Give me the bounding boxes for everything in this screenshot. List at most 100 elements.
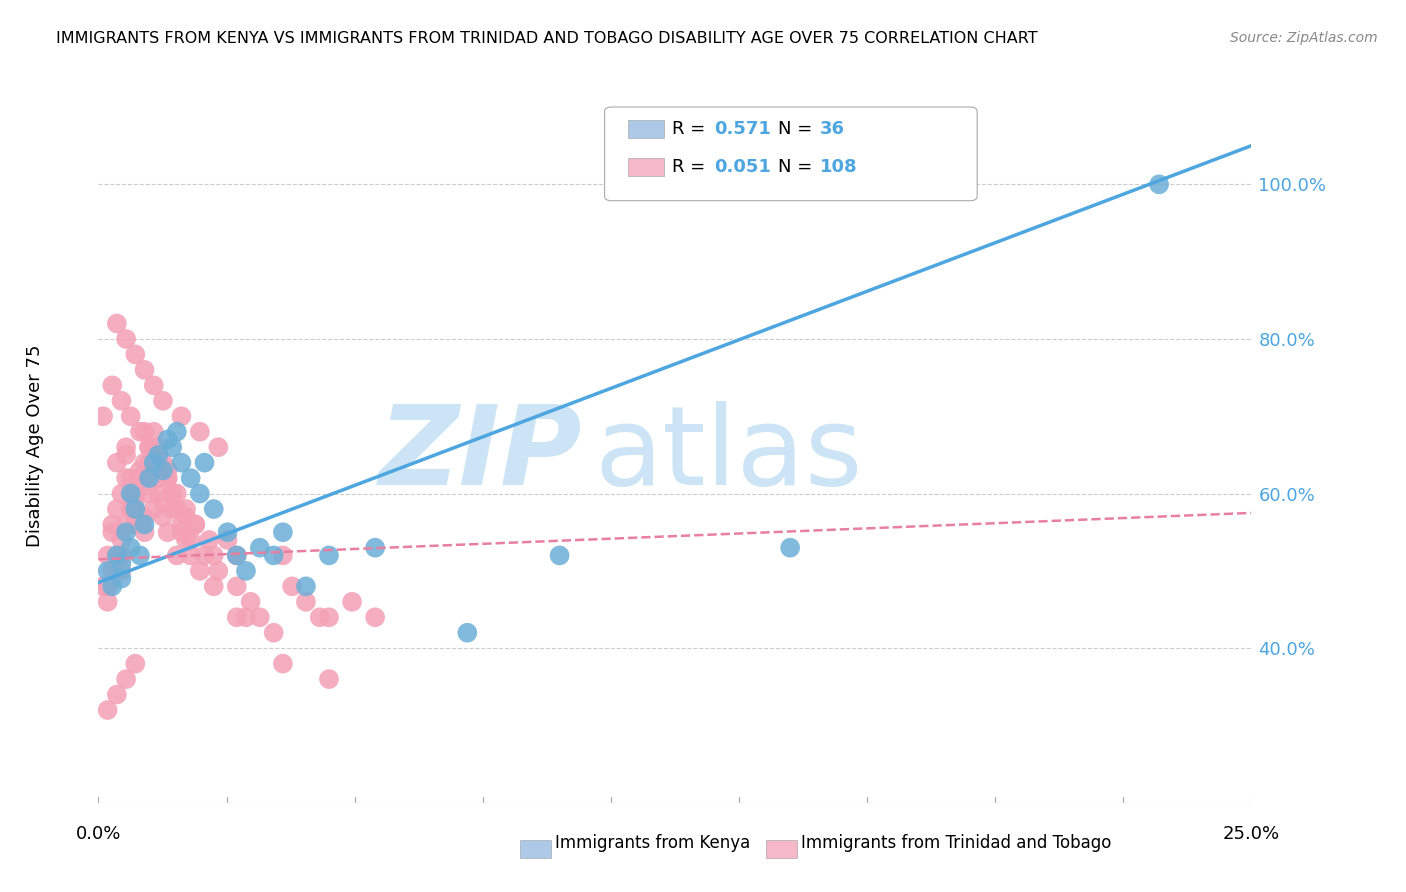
Point xyxy=(101,517,124,532)
Point xyxy=(115,672,138,686)
Point xyxy=(180,533,202,547)
Point xyxy=(142,448,165,462)
Point xyxy=(138,456,160,470)
Point xyxy=(110,556,132,570)
Point xyxy=(779,541,801,555)
Point xyxy=(120,502,142,516)
Point xyxy=(156,525,179,540)
Point xyxy=(97,564,120,578)
Point xyxy=(97,703,120,717)
Point xyxy=(97,595,120,609)
Point xyxy=(110,486,132,500)
Point xyxy=(166,486,188,500)
Point xyxy=(124,502,146,516)
Point xyxy=(217,525,239,540)
Point xyxy=(134,525,156,540)
Point xyxy=(97,549,120,563)
Point xyxy=(148,486,170,500)
Point xyxy=(120,541,142,555)
Point xyxy=(105,688,128,702)
Point xyxy=(142,502,165,516)
Point xyxy=(202,549,225,563)
Point xyxy=(456,625,478,640)
Point xyxy=(105,317,128,331)
Text: 108: 108 xyxy=(820,158,858,176)
Point xyxy=(101,525,124,540)
Text: 36: 36 xyxy=(820,120,845,138)
Text: Immigrants from Trinidad and Tobago: Immigrants from Trinidad and Tobago xyxy=(801,834,1112,852)
Point xyxy=(129,479,152,493)
Point xyxy=(156,471,179,485)
Point xyxy=(124,347,146,361)
Point xyxy=(340,595,363,609)
Point xyxy=(160,440,183,454)
Point xyxy=(115,440,138,454)
Text: Disability Age Over 75: Disability Age Over 75 xyxy=(27,344,44,548)
Point xyxy=(318,549,340,563)
Point xyxy=(97,579,120,593)
Point xyxy=(271,549,294,563)
Point xyxy=(202,579,225,593)
Point xyxy=(160,486,183,500)
Point xyxy=(184,517,207,532)
Point xyxy=(198,533,221,547)
Point xyxy=(134,517,156,532)
Point xyxy=(152,456,174,470)
Point xyxy=(115,448,138,462)
Point xyxy=(193,456,215,470)
Text: 0.0%: 0.0% xyxy=(76,825,121,843)
Point xyxy=(142,425,165,439)
Point xyxy=(138,486,160,500)
Text: Source: ZipAtlas.com: Source: ZipAtlas.com xyxy=(1230,31,1378,45)
Point xyxy=(91,579,114,593)
Point xyxy=(115,525,138,540)
Point xyxy=(152,509,174,524)
Point xyxy=(110,549,132,563)
Point xyxy=(120,409,142,424)
Point xyxy=(160,502,183,516)
Point xyxy=(120,486,142,500)
Point xyxy=(249,541,271,555)
Point xyxy=(138,440,160,454)
Text: N =: N = xyxy=(778,158,817,176)
Point xyxy=(105,549,128,563)
Point xyxy=(129,549,152,563)
Point xyxy=(101,579,124,593)
Point xyxy=(105,456,128,470)
Point xyxy=(281,579,304,593)
Point xyxy=(156,433,179,447)
Point xyxy=(249,610,271,624)
Point xyxy=(166,549,188,563)
Point xyxy=(202,502,225,516)
Point xyxy=(142,378,165,392)
Point xyxy=(184,517,207,532)
Point xyxy=(174,509,197,524)
Point xyxy=(138,440,160,454)
Point xyxy=(115,517,138,532)
Text: R =: R = xyxy=(672,120,711,138)
Point xyxy=(110,393,132,408)
Point xyxy=(166,425,188,439)
Point xyxy=(129,471,152,485)
Point xyxy=(239,595,262,609)
Point xyxy=(120,471,142,485)
Point xyxy=(308,610,330,624)
Point xyxy=(318,672,340,686)
Point xyxy=(263,549,285,563)
Point xyxy=(364,541,387,555)
Point xyxy=(160,486,183,500)
Point xyxy=(548,549,571,563)
Point xyxy=(180,471,202,485)
Text: Immigrants from Kenya: Immigrants from Kenya xyxy=(555,834,751,852)
Point xyxy=(235,610,257,624)
Point xyxy=(148,471,170,485)
Point xyxy=(174,502,197,516)
Point xyxy=(138,471,160,485)
Point xyxy=(91,409,114,424)
Text: N =: N = xyxy=(778,120,817,138)
Point xyxy=(110,572,132,586)
Point xyxy=(148,456,170,470)
Point xyxy=(170,456,193,470)
Point xyxy=(166,502,188,516)
Point xyxy=(138,471,160,485)
